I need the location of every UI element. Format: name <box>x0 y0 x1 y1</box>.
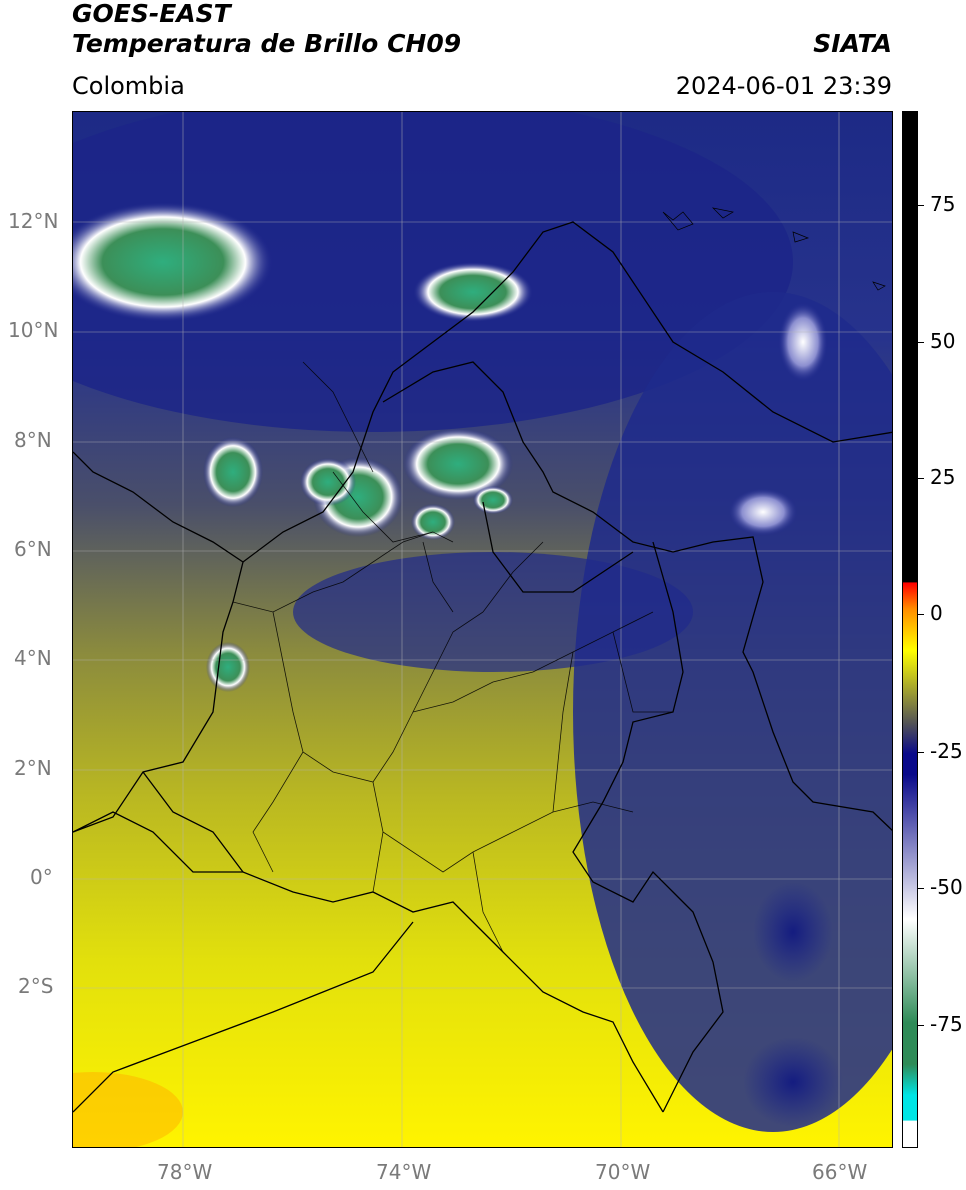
cold-cloud-top <box>300 458 356 506</box>
title-line-1: GOES-EAST <box>72 0 231 28</box>
title-line-2: Temperatura de Brillo CH09 <box>72 29 462 58</box>
cold-cloud-top <box>203 437 263 507</box>
department-borders <box>232 361 673 953</box>
lat-label: 6°N <box>14 537 52 561</box>
colorbar-tick <box>918 752 924 753</box>
colorbar-tick <box>918 614 924 615</box>
cloud-patch <box>753 882 833 982</box>
colorbar-label: 75 <box>930 192 956 216</box>
coastline-islands <box>662 207 886 291</box>
cold-cloud-top <box>206 642 250 692</box>
lon-label: 74°W <box>376 1160 432 1184</box>
map-layers <box>73 112 892 1147</box>
lat-label: 10°N <box>8 318 59 342</box>
lon-label: 70°W <box>595 1160 651 1184</box>
cloud-band <box>293 552 693 672</box>
colorbar-label: 0 <box>930 601 943 625</box>
colorbar-tick <box>918 478 924 479</box>
cold-cloud-top <box>73 202 273 322</box>
colorbar-label: 50 <box>930 329 956 353</box>
lat-label: 12°N <box>8 209 59 233</box>
lat-label: 2°N <box>14 756 52 780</box>
cold-cloud-top <box>778 302 828 382</box>
colorbar <box>902 111 918 1148</box>
lon-label: 66°W <box>812 1160 868 1184</box>
colorbar-tick <box>918 888 924 889</box>
colorbar-label: -75 <box>930 1012 963 1036</box>
cold-cloud-top <box>473 486 513 514</box>
cold-cloud-top <box>411 504 455 540</box>
colorbar-label: 25 <box>930 465 956 489</box>
cold-cloud-top <box>403 428 513 500</box>
colorbar-tick <box>918 342 924 343</box>
gridlines <box>73 112 892 1147</box>
satellite-map <box>72 111 893 1148</box>
country-borders <box>73 221 892 1113</box>
cold-cloud-top <box>728 488 798 536</box>
lat-label: 4°N <box>14 646 52 670</box>
cold-cloud-top <box>413 262 533 322</box>
colorbar-label: -50 <box>930 875 963 899</box>
colorbar-tick <box>918 205 924 206</box>
datetime-label: 2024-06-01 23:39 <box>675 72 892 100</box>
colorbar-tick <box>918 1025 924 1026</box>
colorbar-label: -25 <box>930 739 963 763</box>
lat-label: 2°S <box>18 974 54 998</box>
cloud-patch <box>743 1037 843 1127</box>
lon-label: 78°W <box>157 1160 213 1184</box>
agency-label: SIATA <box>813 29 892 58</box>
lat-label: 0° <box>30 865 53 889</box>
warm-patch <box>73 1072 183 1147</box>
region-label: Colombia <box>72 72 185 100</box>
lat-label: 8°N <box>14 428 52 452</box>
